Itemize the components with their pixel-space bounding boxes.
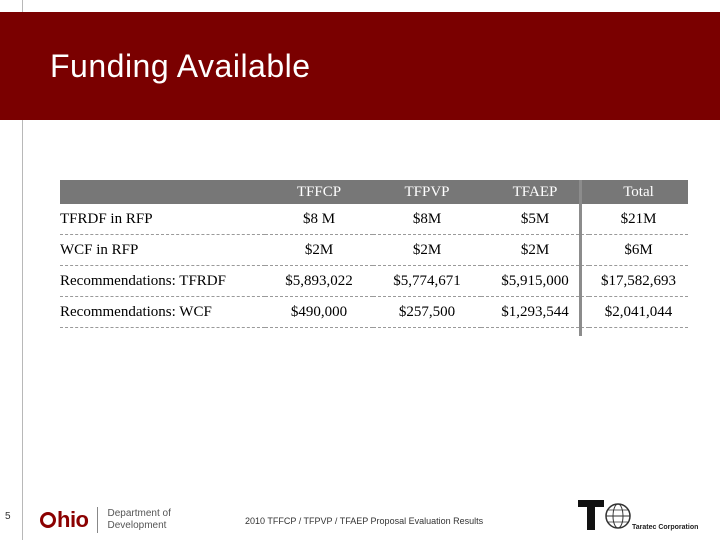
cell-tffcp: $5,893,022 [265, 265, 373, 297]
row-label: Recommendations: WCF [60, 296, 265, 328]
dept-line-2: Development [107, 520, 167, 531]
cell-total: $17,582,693 [589, 265, 688, 297]
cell-tfpvp: $2M [373, 234, 481, 266]
table-row: WCF in RFP $2M $2M $2M $6M [60, 234, 688, 266]
header-blank [60, 180, 265, 204]
taratec-name: Taratec Corporation [632, 524, 699, 531]
left-rule [22, 0, 23, 540]
cell-tfaep: $2M [481, 234, 589, 266]
taratec-t-icon [578, 500, 604, 530]
cell-total: $6M [589, 234, 688, 266]
row-label: TFRDF in RFP [60, 204, 265, 235]
funding-table: TFFCP TFPVP TFAEP Total TFRDF in RFP $8 … [60, 180, 688, 328]
cell-tffcp: $490,000 [265, 296, 373, 328]
ohio-o-icon [40, 512, 56, 528]
cell-total: $21M [589, 204, 688, 235]
title-band [0, 12, 720, 120]
dept-text: Department of Development [108, 508, 171, 532]
table-header-row: TFFCP TFPVP TFAEP Total [60, 180, 688, 204]
header-tfpvp: TFPVP [373, 180, 481, 204]
row-label: WCF in RFP [60, 234, 265, 266]
cell-tfpvp: $257,500 [373, 296, 481, 328]
ohio-logo-icon: hio Department of Development [40, 505, 171, 535]
dept-line-1: Department of [107, 508, 171, 519]
table-row: TFRDF in RFP $8 M $8M $5M $21M [60, 204, 688, 235]
header-total: Total [589, 180, 688, 204]
cell-tfpvp: $5,774,671 [373, 265, 481, 297]
taratec-logo-icon: Taratec Corporation [578, 498, 718, 536]
logo-divider [96, 507, 98, 533]
slide-title: Funding Available [50, 48, 311, 84]
cell-tffcp: $8 M [265, 204, 373, 235]
ohio-wordmark: hio [57, 507, 89, 532]
row-label: Recommendations: TFRDF [60, 265, 265, 297]
cell-tffcp: $2M [265, 234, 373, 266]
table-row: Recommendations: TFRDF $5,893,022 $5,774… [60, 265, 688, 297]
header-tffcp: TFFCP [265, 180, 373, 204]
page-number: 5 [5, 511, 11, 522]
table-row: Recommendations: WCF $490,000 $257,500 $… [60, 296, 688, 328]
cell-total: $2,041,044 [589, 296, 688, 328]
header-tfaep: TFAEP [481, 180, 589, 204]
cell-tfaep: $5M [481, 204, 589, 235]
total-column-divider [579, 180, 582, 336]
footer-caption: 2010 TFFCP / TFPVP / TFAEP Proposal Eval… [245, 516, 484, 526]
cell-tfpvp: $8M [373, 204, 481, 235]
globe-icon [605, 503, 631, 529]
cell-tfaep: $5,915,000 [481, 265, 589, 297]
cell-tfaep: $1,293,544 [481, 296, 589, 328]
